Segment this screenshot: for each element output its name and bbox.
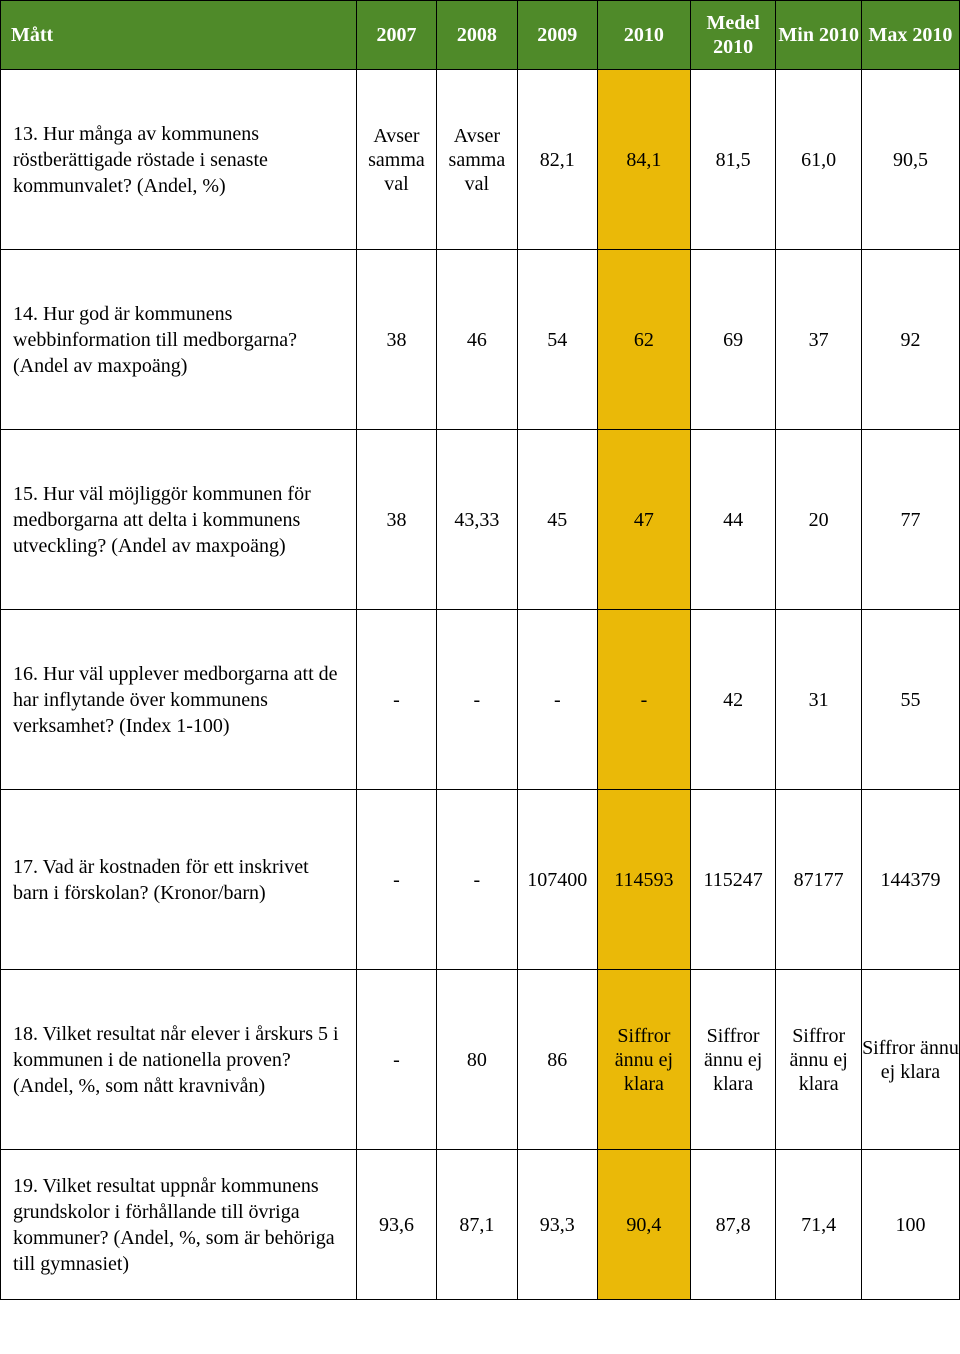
row-label: 17. Vad är kostnaden för ett inskrivet b…	[1, 790, 357, 970]
cell-min: 61,0	[776, 70, 862, 250]
cell-2008: 87,1	[437, 1150, 517, 1300]
header-2007: 2007	[356, 1, 436, 70]
header-min: Min 2010	[776, 1, 862, 70]
row-label: 15. Hur väl möjliggör kommunen för medbo…	[1, 430, 357, 610]
row-label: 19. Vilket resultat uppnår kommunens gru…	[1, 1150, 357, 1300]
cell-2009: 54	[517, 250, 597, 430]
row-label: 16. Hur väl upplever medborgarna att de …	[1, 610, 357, 790]
row-label: 14. Hur god är kommunens webbinformation…	[1, 250, 357, 430]
cell-medel: 115247	[690, 790, 776, 970]
header-2009: 2009	[517, 1, 597, 70]
cell-medel: Siffror ännu ej klara	[690, 970, 776, 1150]
header-2010: 2010	[598, 1, 691, 70]
cell-2009: 82,1	[517, 70, 597, 250]
cell-max: 77	[861, 430, 959, 610]
cell-2007: 38	[356, 250, 436, 430]
row-label: 18. Vilket resultat når elever i årskurs…	[1, 970, 357, 1150]
cell-min: 71,4	[776, 1150, 862, 1300]
cell-max: 100	[861, 1150, 959, 1300]
cell-medel: 81,5	[690, 70, 776, 250]
data-table: Mått 2007 2008 2009 2010 Medel 2010 Min …	[0, 0, 960, 1300]
header-max: Max 2010	[861, 1, 959, 70]
header-medel: Medel 2010	[690, 1, 776, 70]
cell-min: 87177	[776, 790, 862, 970]
cell-medel: 44	[690, 430, 776, 610]
cell-medel: 87,8	[690, 1150, 776, 1300]
cell-2007: -	[356, 610, 436, 790]
row-label: 13. Hur många av kommunens röstberättiga…	[1, 70, 357, 250]
table-header-row: Mått 2007 2008 2009 2010 Medel 2010 Min …	[1, 1, 960, 70]
cell-2010: 47	[598, 430, 691, 610]
table-row: 15. Hur väl möjliggör kommunen för medbo…	[1, 430, 960, 610]
table-row: 18. Vilket resultat når elever i årskurs…	[1, 970, 960, 1150]
cell-2008: -	[437, 610, 517, 790]
cell-max: 90,5	[861, 70, 959, 250]
cell-min: 20	[776, 430, 862, 610]
cell-2008: 80	[437, 970, 517, 1150]
cell-2010: 90,4	[598, 1150, 691, 1300]
table-row: 17. Vad är kostnaden för ett inskrivet b…	[1, 790, 960, 970]
cell-2007: -	[356, 790, 436, 970]
table-row: 16. Hur väl upplever medborgarna att de …	[1, 610, 960, 790]
cell-2010: -	[598, 610, 691, 790]
cell-min: 37	[776, 250, 862, 430]
cell-2009: 45	[517, 430, 597, 610]
cell-2007: Avser samma val	[356, 70, 436, 250]
header-matt: Mått	[1, 1, 357, 70]
cell-2010: 114593	[598, 790, 691, 970]
cell-2007: 93,6	[356, 1150, 436, 1300]
cell-2008: -	[437, 790, 517, 970]
cell-2007: -	[356, 970, 436, 1150]
header-2008: 2008	[437, 1, 517, 70]
cell-2010: 84,1	[598, 70, 691, 250]
cell-min: Siffror ännu ej klara	[776, 970, 862, 1150]
cell-2007: 38	[356, 430, 436, 610]
cell-max: 55	[861, 610, 959, 790]
cell-2009: 107400	[517, 790, 597, 970]
cell-max: 144379	[861, 790, 959, 970]
cell-2008: Avser samma val	[437, 70, 517, 250]
cell-2009: 86	[517, 970, 597, 1150]
cell-medel: 42	[690, 610, 776, 790]
cell-2008: 43,33	[437, 430, 517, 610]
cell-min: 31	[776, 610, 862, 790]
cell-2008: 46	[437, 250, 517, 430]
cell-2009: 93,3	[517, 1150, 597, 1300]
cell-max: 92	[861, 250, 959, 430]
cell-2009: -	[517, 610, 597, 790]
table-row: 14. Hur god är kommunens webbinformation…	[1, 250, 960, 430]
table-row: 13. Hur många av kommunens röstberättiga…	[1, 70, 960, 250]
cell-2010: 62	[598, 250, 691, 430]
table-row: 19. Vilket resultat uppnår kommunens gru…	[1, 1150, 960, 1300]
cell-max: Siffror ännu ej klara	[861, 970, 959, 1150]
cell-2010: Siffror ännu ej klara	[598, 970, 691, 1150]
cell-medel: 69	[690, 250, 776, 430]
